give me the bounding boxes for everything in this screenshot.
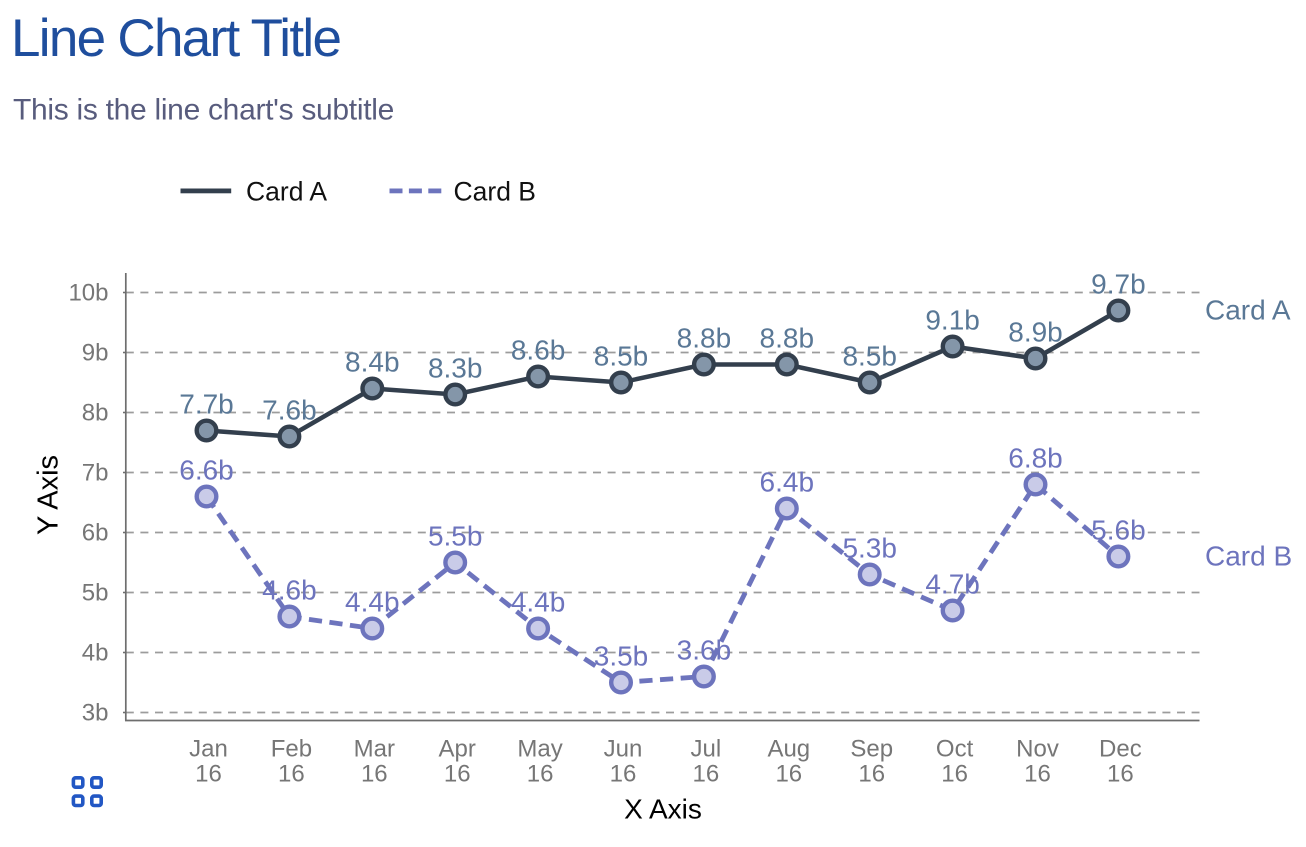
svg-text:Sep: Sep (850, 736, 893, 763)
svg-text:9b: 9b (82, 340, 109, 367)
svg-text:16: 16 (941, 761, 968, 788)
svg-text:5.6b: 5.6b (1091, 515, 1146, 546)
svg-text:16: 16 (278, 761, 305, 788)
svg-text:7.6b: 7.6b (262, 395, 317, 426)
svg-text:3.5b: 3.5b (594, 641, 649, 672)
svg-text:Jul: Jul (691, 736, 722, 763)
svg-text:4.4b: 4.4b (345, 587, 400, 618)
svg-text:16: 16 (1024, 761, 1051, 788)
svg-text:16: 16 (444, 761, 471, 788)
svg-text:16: 16 (527, 761, 554, 788)
svg-text:10b: 10b (68, 280, 108, 307)
svg-text:5b: 5b (82, 580, 109, 607)
svg-text:Line Chart Title: Line Chart Title (11, 9, 340, 68)
svg-text:8.8b: 8.8b (760, 323, 815, 354)
svg-text:8.8b: 8.8b (677, 323, 732, 354)
svg-text:8.4b: 8.4b (345, 347, 400, 378)
svg-text:16: 16 (610, 761, 637, 788)
svg-text:4.6b: 4.6b (262, 575, 317, 606)
svg-text:Jan: Jan (189, 736, 228, 763)
svg-text:6.8b: 6.8b (1008, 443, 1063, 474)
svg-text:6b: 6b (82, 520, 109, 547)
svg-text:Card A: Card A (1205, 295, 1291, 326)
svg-text:This is the line chart's subti: This is the line chart's subtitle (13, 94, 394, 127)
svg-text:3b: 3b (82, 700, 109, 727)
svg-text:9.1b: 9.1b (925, 305, 980, 336)
svg-text:Y Axis: Y Axis (33, 455, 65, 535)
svg-text:16: 16 (775, 761, 802, 788)
svg-text:Apr: Apr (439, 736, 476, 763)
svg-text:8.6b: 8.6b (511, 335, 566, 366)
svg-text:16: 16 (693, 761, 720, 788)
svg-text:16: 16 (1107, 761, 1134, 788)
svg-text:6.4b: 6.4b (760, 467, 815, 498)
svg-text:Oct: Oct (936, 736, 974, 763)
svg-text:7.7b: 7.7b (179, 389, 234, 420)
svg-text:Feb: Feb (271, 736, 312, 763)
svg-text:3.6b: 3.6b (677, 635, 732, 666)
svg-text:8.5b: 8.5b (594, 341, 649, 372)
svg-text:Jun: Jun (604, 736, 643, 763)
svg-text:9.7b: 9.7b (1091, 269, 1146, 300)
svg-text:5.3b: 5.3b (842, 533, 897, 564)
svg-text:Aug: Aug (767, 736, 810, 763)
svg-text:8b: 8b (82, 400, 109, 427)
svg-text:16: 16 (858, 761, 885, 788)
svg-text:8.5b: 8.5b (842, 341, 897, 372)
svg-text:4.4b: 4.4b (511, 587, 566, 618)
svg-text:8.3b: 8.3b (428, 353, 483, 384)
svg-text:Mar: Mar (354, 736, 395, 763)
svg-text:8.9b: 8.9b (1008, 317, 1063, 348)
svg-text:May: May (517, 736, 562, 763)
svg-text:4.7b: 4.7b (925, 569, 980, 600)
svg-text:Card A: Card A (246, 177, 327, 207)
svg-text:4b: 4b (82, 640, 109, 667)
svg-text:Card B: Card B (454, 177, 536, 207)
svg-text:Card B: Card B (1205, 541, 1292, 572)
svg-text:6.6b: 6.6b (179, 455, 234, 486)
svg-text:X Axis: X Axis (624, 794, 702, 825)
svg-text:16: 16 (361, 761, 388, 788)
svg-text:Nov: Nov (1016, 736, 1059, 763)
svg-text:Dec: Dec (1099, 736, 1142, 763)
svg-text:7b: 7b (82, 460, 109, 487)
svg-text:5.5b: 5.5b (428, 521, 483, 552)
svg-text:16: 16 (195, 761, 222, 788)
